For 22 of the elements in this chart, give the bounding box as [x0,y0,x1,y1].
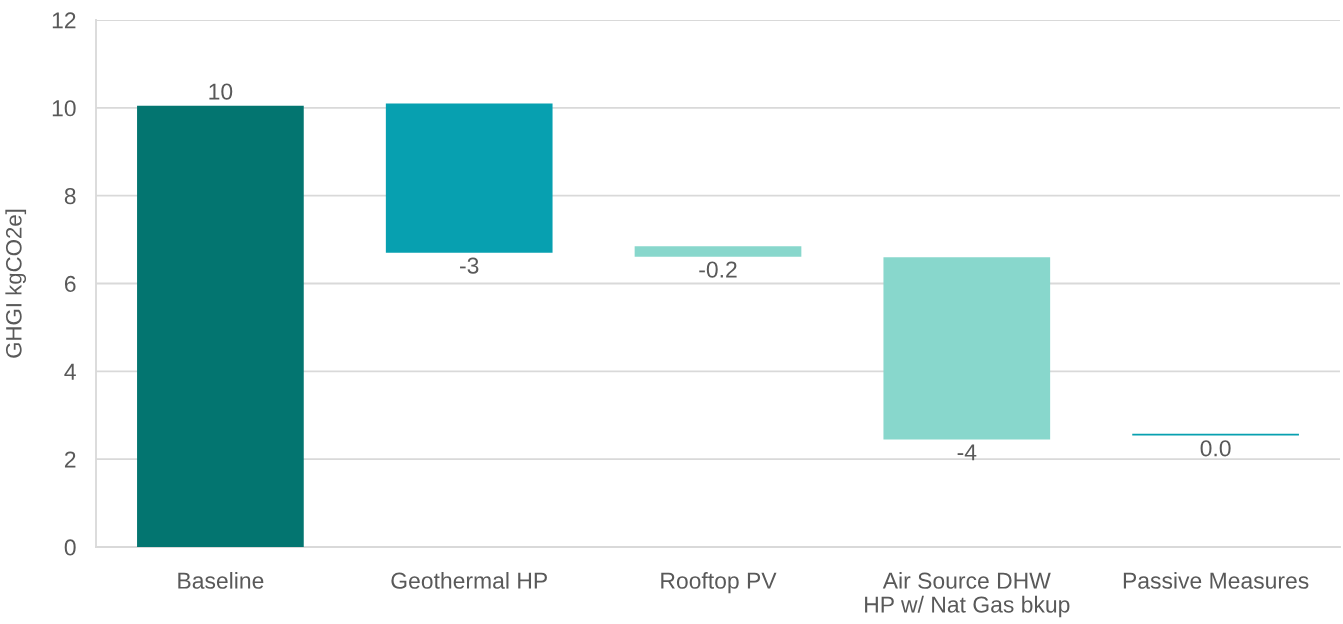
data-label: -0.2 [699,261,737,278]
y-tick-label: 2 [64,451,76,468]
x-tick-label: Passive Measures [1123,572,1309,589]
bar [634,246,802,257]
bar [883,257,1051,440]
x-tick-label: Geothermal HP [391,572,547,589]
bar [137,105,304,547]
y-tick-label: 4 [64,363,76,380]
y-tick-label: 0 [64,539,76,556]
data-label: 10 [209,83,233,100]
x-tick-label: Air Source DHW HP w/ Nat Gas bkup [865,572,1070,618]
y-tick-label: 6 [64,275,76,293]
y-axis-title: GHGI kgCO2e] [5,209,27,358]
y-tick-label: 8 [64,187,76,205]
data-label: -3 [460,257,479,274]
y-tick-label: 12 [52,12,76,29]
x-tick-label: Rooftop PV [661,572,777,594]
bar [385,103,553,253]
data-label: -4 [957,444,977,461]
data-label: 0.0 [1200,440,1231,457]
x-tick-label: Baseline [178,572,264,589]
y-tick-label: 10 [52,100,76,117]
